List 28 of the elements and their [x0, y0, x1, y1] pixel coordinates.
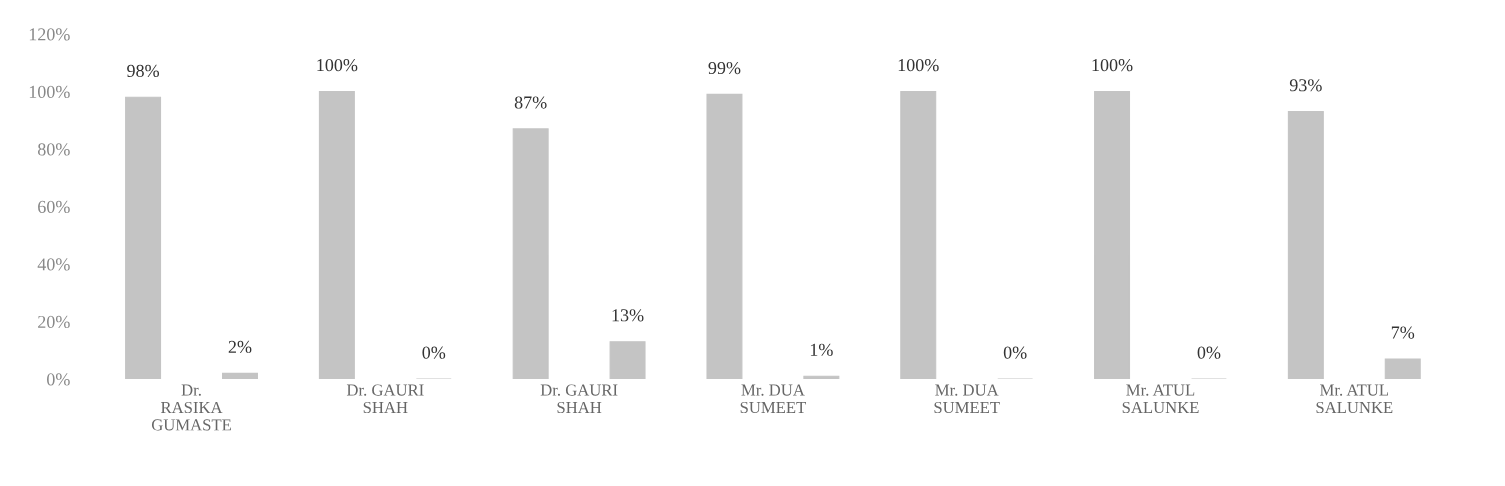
data-label: 93% [1289, 79, 1322, 92]
x-tick-label: Dr. GAURI SHAH [540, 384, 618, 414]
x-tick-label: Dr. GAURI SHAH [346, 384, 424, 414]
data-label: 98% [127, 64, 160, 78]
x-tick-label: Mr. DUA SUMEET [740, 384, 806, 414]
data-label: 99% [708, 61, 741, 75]
data-label: 100% [898, 59, 939, 72]
data-label: 0% [422, 346, 446, 359]
y-tick-label: 100% [29, 85, 70, 99]
y-tick-label: 20% [38, 315, 70, 329]
y-tick-label: 40% [37, 258, 70, 271]
data-label: 87% [514, 96, 547, 109]
data-label: 2% [228, 340, 252, 354]
y-tick-label: 120% [29, 28, 70, 41]
data-label: 1% [810, 343, 833, 356]
x-tick-label: Dr. RASIKA GUMASTE [151, 384, 231, 431]
x-tick-label: Mr. ATUL SALUNKE [1316, 384, 1393, 414]
data-label: 13% [612, 309, 644, 322]
x-tick-label: Mr. DUA SUMEET [934, 384, 1000, 414]
x-tick-label: Mr. ATUL SALUNKE [1122, 384, 1199, 414]
data-label: 0% [1003, 346, 1027, 359]
y-tick-label: 80% [37, 143, 70, 156]
data-label: 100% [1092, 59, 1133, 72]
data-label: 7% [1391, 326, 1415, 339]
data-label: 100% [317, 59, 358, 72]
data-label: 0% [1197, 346, 1221, 359]
y-tick-label: 60% [38, 200, 70, 214]
y-tick-label: 0% [47, 373, 70, 386]
